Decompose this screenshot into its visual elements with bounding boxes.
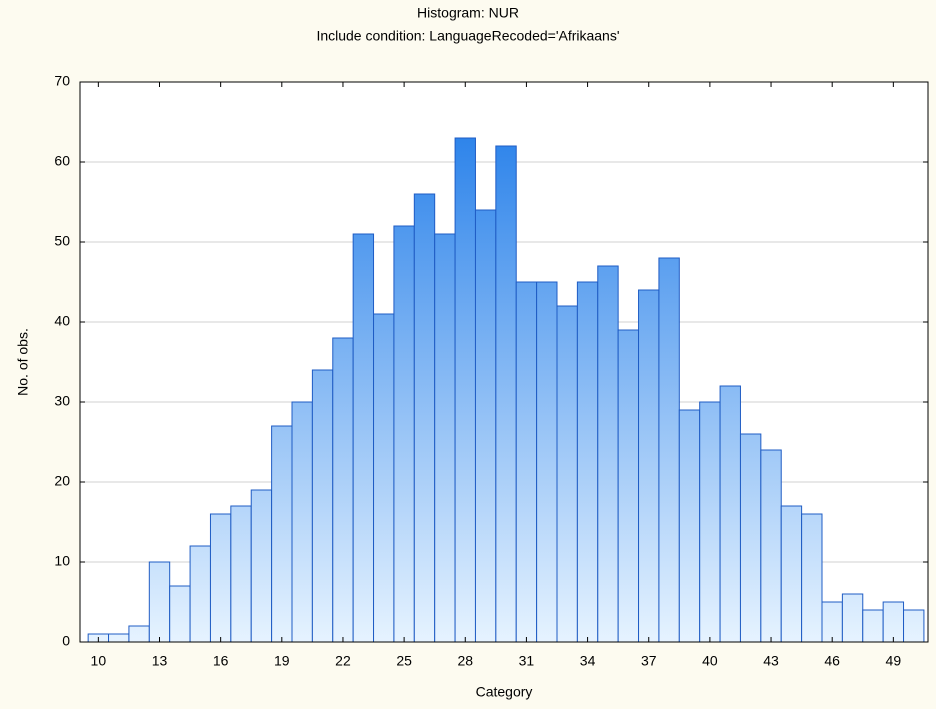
- bar: [291, 401, 313, 643]
- x-tick-label: 43: [763, 653, 779, 669]
- bar: [597, 265, 619, 643]
- bar: [373, 313, 395, 643]
- x-tick-label: 49: [886, 653, 902, 669]
- bar: [128, 625, 150, 643]
- x-axis-label: Category: [476, 684, 533, 700]
- bar: [719, 385, 741, 643]
- x-tick-label: 22: [335, 653, 351, 669]
- bar: [311, 369, 334, 643]
- y-tick-label: 0: [62, 633, 70, 649]
- bar: [413, 193, 436, 643]
- x-tick-label: 28: [457, 653, 473, 669]
- bar: [352, 233, 375, 643]
- bar: [801, 513, 823, 643]
- x-tick-label: 40: [702, 653, 718, 669]
- bar: [148, 561, 171, 643]
- x-tick-label: 13: [152, 653, 168, 669]
- bar: [332, 337, 354, 643]
- bar: [209, 513, 232, 643]
- bar: [882, 601, 905, 643]
- bar: [821, 601, 843, 643]
- x-tick-label: 10: [91, 653, 107, 669]
- bar: [108, 633, 130, 643]
- bar: [271, 425, 293, 643]
- bar: [556, 305, 578, 643]
- bar: [169, 585, 191, 643]
- y-tick-label: 40: [54, 313, 70, 329]
- x-tick-label: 37: [641, 653, 657, 669]
- bar: [536, 281, 558, 643]
- x-tick-label: 34: [580, 653, 596, 669]
- x-tick-label: 25: [396, 653, 412, 669]
- chart-title: Histogram: NUR: [417, 5, 519, 21]
- chart-subtitle: Include condition: LanguageRecoded='Afri…: [316, 28, 619, 44]
- y-tick-label: 70: [54, 73, 70, 89]
- x-tick-label: 19: [274, 653, 290, 669]
- bar: [434, 233, 456, 643]
- x-tick-label: 16: [213, 653, 229, 669]
- bar: [576, 281, 599, 643]
- bar: [617, 329, 640, 643]
- bar: [638, 289, 660, 643]
- bar: [739, 433, 762, 643]
- y-tick-label: 10: [54, 553, 70, 569]
- x-tick-label: 46: [824, 653, 840, 669]
- y-axis-label: No. of obs.: [15, 328, 31, 396]
- x-tick-label: 31: [519, 653, 535, 669]
- bar: [454, 137, 476, 643]
- bar: [515, 281, 538, 643]
- bar: [699, 401, 721, 643]
- bar: [841, 593, 864, 643]
- y-tick-label: 60: [54, 153, 70, 169]
- bar: [230, 505, 252, 643]
- bar: [780, 505, 803, 643]
- bar: [250, 489, 273, 643]
- bar: [189, 545, 211, 643]
- bar: [393, 225, 415, 643]
- plot-frame: [79, 81, 929, 643]
- bar: [474, 209, 497, 643]
- bar: [903, 609, 925, 643]
- y-tick-label: 30: [54, 393, 70, 409]
- bar: [862, 609, 884, 643]
- y-tick-label: 50: [54, 233, 70, 249]
- y-tick-label: 20: [54, 473, 70, 489]
- bar: [678, 409, 701, 643]
- bar: [495, 145, 517, 643]
- bar: [760, 449, 782, 643]
- bar: [658, 257, 680, 643]
